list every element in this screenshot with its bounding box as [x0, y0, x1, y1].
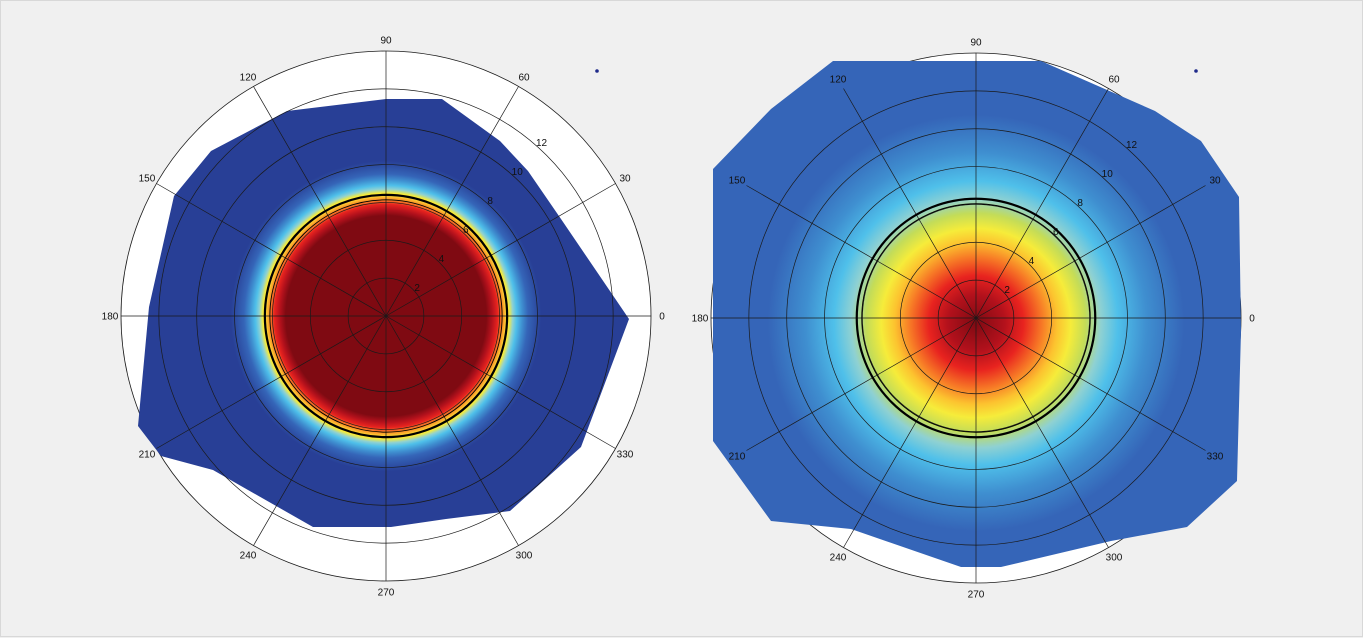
angle-tick-label: 270	[968, 590, 985, 601]
angle-tick-label: 270	[378, 588, 395, 599]
radial-tick-label: 10	[512, 167, 524, 178]
angle-spoke	[385, 315, 616, 449]
angle-spoke	[253, 86, 387, 317]
radial-tick-label: 8	[1077, 198, 1083, 209]
zone-boundary-ring	[855, 197, 1097, 439]
angle-tick-label: 90	[970, 38, 982, 49]
angle-spoke	[746, 185, 977, 319]
angle-tick-label: 120	[830, 74, 847, 85]
angle-spoke	[156, 315, 387, 449]
angle-tick-label: 60	[1108, 74, 1120, 85]
radial-tick-label: 2	[1004, 285, 1010, 296]
angle-tick-label: 0	[1249, 314, 1255, 325]
angle-tick-label: 240	[240, 551, 257, 562]
angle-spoke	[843, 317, 977, 548]
angle-tick-label: 30	[1209, 176, 1221, 187]
marker-dot-right	[1194, 69, 1198, 73]
angle-spoke	[385, 86, 519, 317]
radial-tick-label: 8	[487, 196, 493, 207]
angle-tick-label: 240	[830, 553, 847, 564]
zone-inner-ring	[861, 203, 1091, 433]
radial-tick-label: 2	[414, 283, 420, 294]
angle-spoke	[975, 317, 1206, 451]
radial-tick-label: 6	[1053, 227, 1059, 238]
zone-boundary-ring	[263, 193, 509, 439]
angle-spoke	[385, 315, 519, 546]
radial-tick-label: 10	[1102, 169, 1114, 180]
angle-spoke	[975, 88, 1109, 319]
angle-spoke	[975, 317, 1109, 548]
angle-tick-label: 300	[1106, 553, 1123, 564]
angle-tick-label: 60	[518, 72, 530, 83]
radial-tick-label: 4	[439, 254, 445, 265]
angle-tick-label: 330	[617, 450, 634, 461]
angle-tick-label: 0	[659, 312, 665, 323]
angle-spoke	[746, 317, 977, 451]
angle-spoke	[975, 185, 1206, 319]
angle-tick-label: 150	[729, 176, 746, 187]
zone-inner-ring	[269, 199, 503, 433]
angle-spoke	[843, 88, 977, 319]
angle-tick-label: 180	[102, 312, 119, 323]
angle-tick-label: 30	[619, 174, 631, 185]
angle-tick-label: 210	[729, 452, 746, 463]
angle-tick-label: 330	[1207, 452, 1224, 463]
angle-tick-label: 120	[240, 72, 257, 83]
radial-tick-label: 12	[1126, 140, 1138, 151]
angle-tick-label: 300	[516, 551, 533, 562]
angle-tick-label: 180	[692, 314, 709, 325]
angle-tick-label: 90	[380, 36, 392, 47]
angle-spoke	[385, 183, 616, 317]
angle-spoke	[156, 183, 387, 317]
radial-tick-label: 12	[536, 138, 548, 149]
angle-tick-label: 150	[139, 174, 156, 185]
angle-spoke	[253, 315, 387, 546]
radial-tick-label: 4	[1029, 256, 1035, 267]
radial-tick-label: 6	[463, 225, 469, 236]
marker-dot-left	[595, 69, 599, 73]
angle-tick-label: 210	[139, 450, 156, 461]
